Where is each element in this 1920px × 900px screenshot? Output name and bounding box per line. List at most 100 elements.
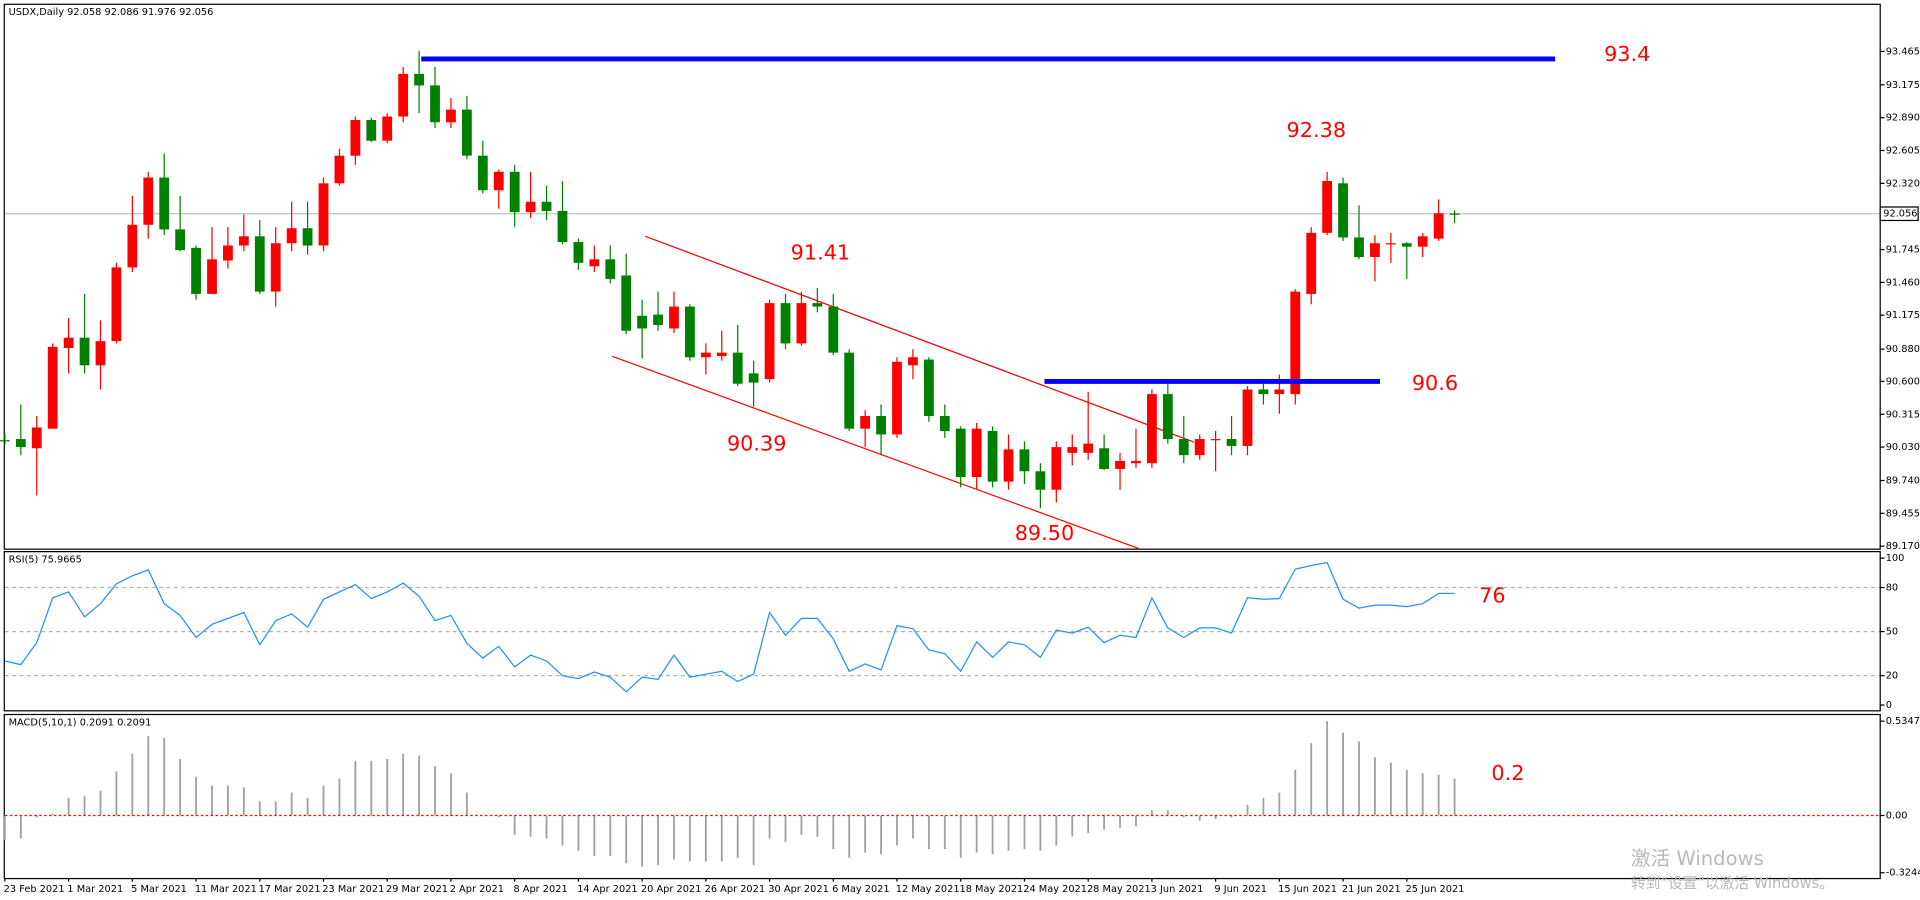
level-label: 93.4 [1604,42,1650,66]
y-tick-label: 100 [1886,553,1905,564]
candle-body [1433,213,1444,239]
x-tick-label: 28 May 2021 [1087,884,1151,895]
rsi-title: RSI(5) 75.9665 [9,555,82,566]
candle-body [0,440,10,442]
candle-body [892,361,902,435]
y-tick-label: 93.465 [1886,46,1920,57]
candle-body [1067,447,1078,453]
y-tick-label: 50 [1886,627,1898,638]
candle-body [1354,237,1364,258]
y-tick-label: 91.460 [1886,277,1920,288]
candle-body [732,352,743,384]
channel-upper-line [645,235,1195,443]
candle-body [509,171,520,213]
candle-body [1210,439,1221,441]
candle-body [1019,449,1030,472]
candle-body [430,85,440,123]
x-tick-label: 5 Mar 2021 [131,884,187,895]
candle-body [955,428,966,478]
x-tick-label: 23 Mar 2021 [322,884,384,895]
y-tick-label: 91.175 [1886,310,1920,321]
x-tick-label: 6 May 2021 [832,884,890,895]
candle-body [653,314,663,325]
x-tick-label: 2 Apr 2021 [450,884,504,895]
candle-body [1290,291,1301,395]
candle-body [987,430,998,482]
x-tick-label: 9 Jun 2021 [1214,884,1267,895]
x-tick-label: 20 Apr 2021 [641,884,701,895]
candle-body [1147,394,1157,464]
x-tick-label: 8 Apr 2021 [513,884,567,895]
y-tick-label: 90.315 [1886,409,1920,420]
candle-body [939,415,950,431]
price-annotation: 89.50 [1015,521,1075,545]
candle-body [876,415,886,435]
candle-body [350,119,361,156]
candle-body [159,177,170,230]
candle-body [398,73,409,117]
y-tick-label: 90.600 [1886,376,1920,387]
candle-body [1322,181,1333,233]
candle-body [446,109,456,123]
y-tick-label: 93.175 [1886,80,1920,91]
candle-body [1003,449,1014,482]
candle-body [111,267,122,342]
candle-body [1226,439,1237,446]
y-tick-label: 89.740 [1886,475,1920,486]
candle-body [1131,460,1141,464]
candle-body [1401,243,1412,247]
candle-body [700,352,711,358]
y-tick-label: 90.880 [1886,344,1920,355]
y-tick-label: 92.320 [1886,178,1920,189]
candle-body [477,155,488,191]
candle-body [223,245,233,261]
candle-body [254,236,265,292]
candle-body [302,228,313,246]
main-panel-frame [3,3,1881,550]
candle-body [47,346,58,429]
candle-body [605,259,616,279]
price-annotation: 90.39 [727,431,787,455]
x-tick-label: 18 May 2021 [960,884,1024,895]
x-tick-label: 1 Mar 2021 [67,884,123,895]
candle-body [923,359,934,416]
candle-body [1274,389,1285,395]
candle-body [748,373,759,383]
candle-body [1178,439,1189,456]
candle-body [1083,443,1094,453]
x-tick-label: 3 Jun 2021 [1151,884,1204,895]
candle-body [366,119,377,141]
candle-body [270,243,281,292]
candle-body [589,259,600,267]
macd-title: MACD(5,10,1) 0.2091 0.2091 [9,717,152,728]
candle-body [557,210,568,243]
candle-body [812,303,823,307]
candle-body [63,337,74,349]
watermark-line2: 转到“设置”以激活 Windows。 [1631,875,1834,892]
y-tick-label: 0 [1886,700,1892,711]
candle-body [685,306,695,358]
candle-body [1115,460,1125,469]
rsi-annotation: 76 [1479,583,1505,607]
candle-body [1417,236,1428,247]
candle-body [780,303,791,344]
candle-body [1449,213,1460,215]
x-tick-label: 17 Mar 2021 [259,884,321,895]
candle-body [796,303,807,344]
rsi-line [4,561,1455,693]
candle-body [716,352,727,357]
macd-panel-frame [3,713,1881,880]
candle-body [1258,389,1269,395]
candle-body [1306,232,1317,294]
candle-body [1162,394,1173,440]
y-tick-label: 89.170 [1886,541,1920,552]
x-tick-label: 23 Feb 2021 [4,884,65,895]
level-label: 90.6 [1412,371,1458,395]
candle-body [621,275,632,331]
candle-body [1242,389,1253,446]
x-tick-label: 29 Mar 2021 [386,884,448,895]
candle-body [493,171,504,191]
candle-body [908,357,918,366]
